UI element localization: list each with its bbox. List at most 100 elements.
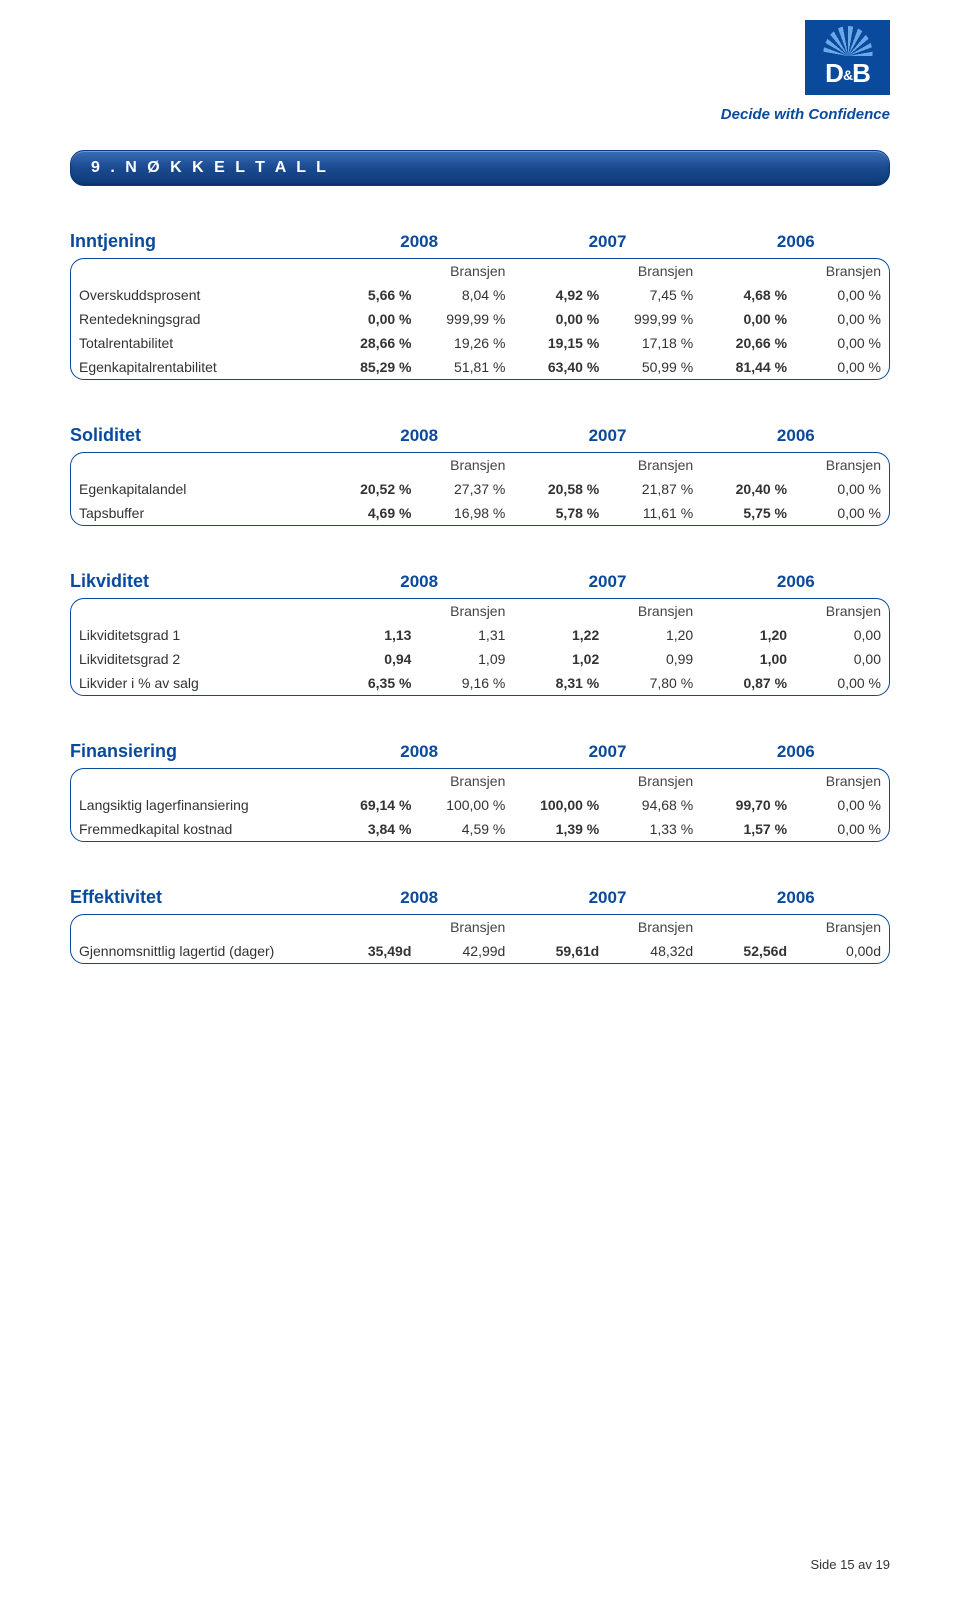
data-table: BransjenBransjenBransjenGjennomsnittlig …: [70, 914, 890, 964]
cell-branch-value: 19,26 %: [420, 331, 514, 355]
cell-branch-value: 1,09: [419, 647, 513, 671]
cell-branch-value: 4,59 %: [419, 817, 513, 841]
cell-value: 8,31 %: [513, 671, 607, 695]
table-header-row: BransjenBransjenBransjen: [71, 769, 889, 793]
section-likviditet: Likviditet200820072006 BransjenBransjenBr…: [70, 571, 890, 696]
row-label: Rentedekningsgrad: [71, 307, 326, 331]
row-label: Likvider i % av salg: [71, 671, 326, 695]
table-row: Rentedekningsgrad0,00 %999,99 %0,00 %999…: [71, 307, 889, 331]
col-header-branch: Bransjen: [607, 599, 701, 623]
cell-branch-value: 51,81 %: [420, 355, 514, 379]
col-header-value: [701, 259, 795, 283]
cell-branch-value: 11,61 %: [607, 501, 701, 525]
year-header: 2007: [513, 742, 701, 762]
cell-branch-value: 0,00 %: [795, 283, 889, 307]
cell-branch-value: 9,16 %: [419, 671, 513, 695]
cell-value: 63,40 %: [513, 355, 607, 379]
table-row: Fremmedkapital kostnad3,84 %4,59 %1,39 %…: [71, 817, 889, 841]
row-label: Likviditetsgrad 1: [71, 623, 326, 647]
cell-value: 0,00 %: [513, 307, 607, 331]
cell-value: 0,94: [326, 647, 420, 671]
row-label: Likviditetsgrad 2: [71, 647, 326, 671]
section-title-row: Inntjening200820072006: [70, 231, 890, 252]
col-header-branch: Bransjen: [795, 769, 889, 793]
cell-branch-value: 999,99 %: [607, 307, 701, 331]
cell-branch-value: 0,00d: [795, 939, 889, 963]
year-group: 200820072006: [325, 232, 890, 252]
cell-branch-value: 0,00: [795, 623, 889, 647]
section-header: 9 . N Ø K K E L T A L L: [70, 150, 890, 186]
cell-value: 20,40 %: [701, 477, 795, 501]
data-table: BransjenBransjenBransjenLangsiktig lager…: [70, 768, 890, 842]
section-title-row: Effektivitet200820072006: [70, 887, 890, 908]
year-header: 2006: [702, 572, 890, 592]
col-header-value: [513, 599, 607, 623]
section-title-row: Likviditet200820072006: [70, 571, 890, 592]
cell-branch-value: 27,37 %: [419, 477, 513, 501]
col-header-branch: Bransjen: [420, 259, 514, 283]
cell-value: 1,57 %: [701, 817, 795, 841]
section-title: Likviditet: [70, 571, 325, 592]
col-header-branch: Bransjen: [795, 915, 889, 939]
table-row: Egenkapitalrentabilitet85,29 %51,81 %63,…: [71, 355, 889, 379]
section-title: Effektivitet: [70, 887, 325, 908]
logo-b: B: [852, 58, 870, 88]
cell-value: 5,66 %: [326, 283, 420, 307]
cell-value: 0,00 %: [701, 307, 795, 331]
cell-branch-value: 7,80 %: [607, 671, 701, 695]
cell-value: 0,87 %: [701, 671, 795, 695]
cell-branch-value: 8,04 %: [420, 283, 514, 307]
year-group: 200820072006: [325, 426, 890, 446]
cell-branch-value: 50,99 %: [607, 355, 701, 379]
section-title: Inntjening: [70, 231, 325, 252]
table-header-row: BransjenBransjenBransjen: [71, 915, 889, 939]
table-row: Gjennomsnittlig lagertid (dager)35,49d42…: [71, 939, 889, 963]
cell-value: 1,20: [701, 623, 795, 647]
cell-value: 3,84 %: [326, 817, 420, 841]
year-header: 2006: [702, 742, 890, 762]
table-header-row: BransjenBransjenBransjen: [71, 453, 889, 477]
year-group: 200820072006: [325, 888, 890, 908]
cell-value: 81,44 %: [701, 355, 795, 379]
cell-branch-value: 0,00 %: [795, 671, 889, 695]
col-header-value: [513, 453, 607, 477]
col-header-value: [326, 915, 420, 939]
cell-value: 69,14 %: [326, 793, 420, 817]
year-header: 2007: [513, 426, 701, 446]
cell-branch-value: 0,00: [795, 647, 889, 671]
cell-value: 0,00 %: [326, 307, 420, 331]
cell-branch-value: 42,99d: [419, 939, 513, 963]
cell-branch-value: 100,00 %: [419, 793, 513, 817]
cell-value: 20,66 %: [701, 331, 795, 355]
brand-block: D&B Decide with Confidence: [721, 20, 890, 123]
section-effektivitet: Effektivitet200820072006 BransjenBransjen…: [70, 887, 890, 964]
cell-branch-value: 0,00 %: [795, 477, 889, 501]
cell-branch-value: 21,87 %: [607, 477, 701, 501]
row-label: Langsiktig lagerfinansiering: [71, 793, 326, 817]
brand-tagline: Decide with Confidence: [721, 106, 890, 123]
table-header-row: BransjenBransjenBransjen: [71, 599, 889, 623]
year-header: 2008: [325, 888, 513, 908]
cell-value: 1,00: [701, 647, 795, 671]
year-header: 2008: [325, 232, 513, 252]
row-label: Gjennomsnittlig lagertid (dager): [71, 939, 326, 963]
year-group: 200820072006: [325, 572, 890, 592]
cell-branch-value: 1,20: [607, 623, 701, 647]
empty-header-cell: [71, 915, 326, 939]
cell-branch-value: 0,00 %: [795, 307, 889, 331]
col-header-value: [513, 915, 607, 939]
cell-value: 1,02: [513, 647, 607, 671]
cell-value: 4,92 %: [513, 283, 607, 307]
cell-branch-value: 0,00 %: [795, 355, 889, 379]
col-header-value: [326, 259, 420, 283]
year-header: 2008: [325, 572, 513, 592]
cell-value: 85,29 %: [326, 355, 420, 379]
year-header: 2006: [702, 232, 890, 252]
table-row: Likviditetsgrad 20,941,091,020,991,000,0…: [71, 647, 889, 671]
cell-value: 5,75 %: [701, 501, 795, 525]
col-header-value: [701, 769, 795, 793]
cell-value: 19,15 %: [513, 331, 607, 355]
year-header: 2006: [702, 426, 890, 446]
cell-value: 1,22: [513, 623, 607, 647]
col-header-branch: Bransjen: [607, 453, 701, 477]
